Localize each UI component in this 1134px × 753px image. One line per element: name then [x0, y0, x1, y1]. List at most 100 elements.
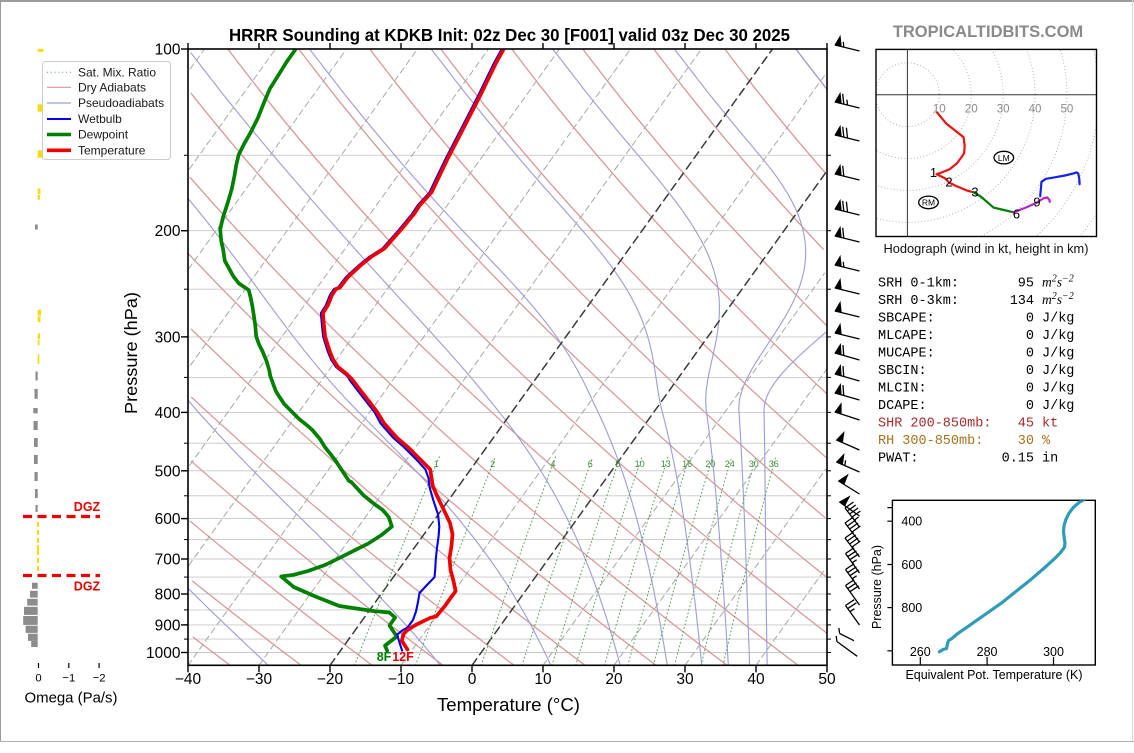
svg-text:Pressure (hPa): Pressure (hPa) — [870, 545, 884, 629]
svg-text:DGZ: DGZ — [74, 580, 101, 594]
svg-text:13: 13 — [661, 459, 671, 469]
svg-text:−1: −1 — [62, 673, 75, 685]
svg-text:Temperature (°C): Temperature (°C) — [437, 695, 580, 715]
svg-text:SHR 200-850mb:: SHR 200-850mb: — [878, 417, 991, 432]
svg-text:Dry Adiabats: Dry Adiabats — [78, 81, 146, 95]
svg-text:SBCIN:: SBCIN: — [878, 364, 927, 379]
svg-text:−30: −30 — [246, 671, 273, 688]
svg-text:%: % — [1042, 434, 1051, 449]
svg-text:0: 0 — [1026, 329, 1034, 344]
svg-text:100: 100 — [155, 42, 181, 59]
svg-text:0: 0 — [1026, 347, 1034, 362]
svg-text:30: 30 — [997, 104, 1010, 116]
svg-text:0: 0 — [468, 671, 477, 688]
svg-text:TROPICALTIDBITS.COM: TROPICALTIDBITS.COM — [893, 23, 1083, 41]
svg-text:Dewpoint: Dewpoint — [78, 128, 129, 142]
svg-text:Sat. Mix. Ratio: Sat. Mix. Ratio — [78, 66, 156, 80]
svg-text:Temperature: Temperature — [78, 144, 146, 158]
svg-text:Hodograph (wind in kt, height: Hodograph (wind in kt, height in km) — [884, 241, 1089, 256]
svg-text:0: 0 — [1026, 312, 1034, 327]
svg-text:280: 280 — [977, 645, 998, 659]
svg-text:0: 0 — [1026, 399, 1034, 414]
svg-text:30: 30 — [1018, 434, 1034, 449]
svg-text:Wetbulb: Wetbulb — [78, 112, 122, 126]
svg-text:J/kg: J/kg — [1042, 399, 1074, 414]
svg-text:20: 20 — [605, 671, 623, 688]
svg-text:−10: −10 — [388, 671, 415, 688]
svg-text:10: 10 — [635, 459, 645, 469]
svg-text:400: 400 — [901, 515, 922, 529]
svg-text:600: 600 — [155, 511, 181, 528]
svg-text:DGZ: DGZ — [74, 500, 101, 514]
svg-text:Pressure (hPa): Pressure (hPa) — [121, 292, 141, 414]
svg-text:J/kg: J/kg — [1042, 312, 1074, 327]
svg-text:134: 134 — [1010, 294, 1034, 309]
svg-text:J/kg: J/kg — [1042, 382, 1074, 397]
svg-text:300: 300 — [155, 329, 181, 346]
svg-text:−20: −20 — [317, 671, 344, 688]
svg-text:600: 600 — [901, 558, 922, 572]
svg-text:30: 30 — [676, 671, 694, 688]
svg-text:36: 36 — [769, 459, 779, 469]
svg-text:30: 30 — [749, 459, 759, 469]
svg-text:10: 10 — [534, 671, 552, 688]
svg-text:700: 700 — [155, 552, 181, 569]
svg-text:40: 40 — [747, 671, 765, 688]
svg-text:J/kg: J/kg — [1042, 364, 1074, 379]
svg-text:20: 20 — [705, 459, 715, 469]
svg-text:MLCAPE:: MLCAPE: — [878, 329, 935, 344]
svg-text:1000: 1000 — [146, 645, 181, 662]
svg-text:95: 95 — [1018, 277, 1034, 292]
svg-text:0.15: 0.15 — [1002, 452, 1034, 467]
svg-text:Pseudoadiabats: Pseudoadiabats — [78, 96, 164, 110]
svg-text:800: 800 — [901, 601, 922, 615]
svg-text:J/kg: J/kg — [1042, 347, 1074, 362]
svg-text:in: in — [1042, 452, 1058, 467]
svg-text:900: 900 — [155, 617, 181, 634]
svg-text:LM: LM — [998, 153, 1010, 163]
svg-text:3: 3 — [971, 185, 978, 200]
svg-text:kt: kt — [1042, 417, 1058, 432]
svg-text:Omega (Pa/s): Omega (Pa/s) — [25, 690, 118, 707]
svg-text:1: 1 — [434, 459, 439, 469]
svg-text:200: 200 — [155, 223, 181, 240]
svg-text:8F: 8F — [377, 650, 392, 664]
svg-text:RH 300-850mb:: RH 300-850mb: — [878, 434, 983, 449]
svg-text:SRH 0-1km:: SRH 0-1km: — [878, 277, 959, 292]
svg-text:2: 2 — [490, 459, 495, 469]
svg-text:50: 50 — [1061, 104, 1074, 116]
svg-text:6: 6 — [1013, 207, 1020, 222]
svg-text:45: 45 — [1018, 417, 1034, 432]
svg-text:SRH 0-3km:: SRH 0-3km: — [878, 294, 959, 309]
svg-text:HRRR Sounding at KDKB Init: 02: HRRR Sounding at KDKB Init: 02z Dec 30 [… — [229, 25, 790, 45]
svg-text:20: 20 — [965, 104, 978, 116]
svg-text:−40: −40 — [175, 671, 202, 688]
svg-text:800: 800 — [155, 587, 181, 604]
svg-text:9: 9 — [1033, 195, 1040, 210]
svg-text:SBCAPE:: SBCAPE: — [878, 312, 935, 327]
svg-text:400: 400 — [155, 405, 181, 422]
svg-text:PWAT:: PWAT: — [878, 452, 919, 467]
svg-text:50: 50 — [818, 671, 836, 688]
svg-text:0: 0 — [1026, 364, 1034, 379]
svg-text:6: 6 — [588, 459, 593, 469]
svg-text:−2: −2 — [93, 673, 106, 685]
svg-text:40: 40 — [1029, 104, 1042, 116]
svg-text:RM: RM — [922, 198, 935, 208]
svg-text:300: 300 — [1043, 645, 1064, 659]
svg-text:0: 0 — [1026, 382, 1034, 397]
svg-text:MLCIN:: MLCIN: — [878, 382, 927, 397]
svg-text:2: 2 — [945, 175, 952, 190]
svg-text:DCAPE:: DCAPE: — [878, 399, 927, 414]
svg-text:8: 8 — [615, 459, 620, 469]
svg-text:500: 500 — [155, 463, 181, 480]
svg-text:24: 24 — [725, 459, 735, 469]
svg-text:J/kg: J/kg — [1042, 329, 1074, 344]
svg-text:Equivalent Pot. Temperature (K: Equivalent Pot. Temperature (K) — [906, 667, 1083, 682]
svg-text:16: 16 — [682, 459, 692, 469]
svg-text:12F: 12F — [392, 650, 414, 664]
svg-text:1: 1 — [930, 165, 937, 180]
svg-text:0: 0 — [35, 673, 41, 685]
svg-text:4: 4 — [550, 459, 555, 469]
svg-text:MUCAPE:: MUCAPE: — [878, 347, 935, 362]
